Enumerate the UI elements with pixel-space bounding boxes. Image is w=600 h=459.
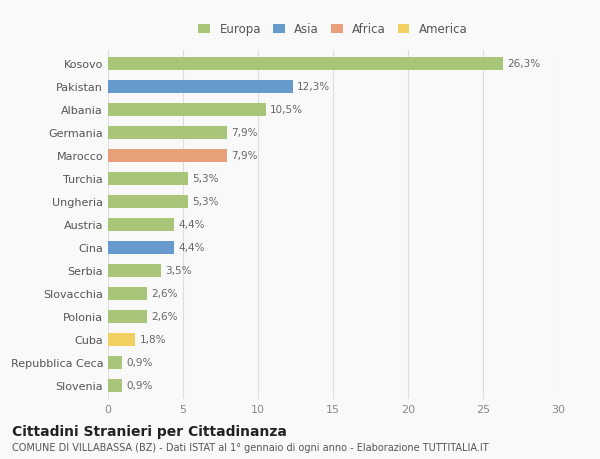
Bar [108, 173, 187, 185]
Bar [108, 287, 147, 300]
Text: 0,9%: 0,9% [126, 381, 152, 391]
Bar [108, 218, 174, 231]
Text: 12,3%: 12,3% [297, 82, 330, 92]
Text: Cittadini Stranieri per Cittadinanza: Cittadini Stranieri per Cittadinanza [12, 425, 287, 438]
Text: 0,9%: 0,9% [126, 358, 152, 368]
Text: 2,6%: 2,6% [151, 312, 178, 322]
Text: 2,6%: 2,6% [151, 289, 178, 299]
Text: 5,3%: 5,3% [192, 174, 218, 184]
Bar [108, 196, 187, 208]
Bar [108, 333, 135, 346]
Bar [108, 310, 147, 323]
Text: 7,9%: 7,9% [231, 151, 257, 161]
Text: 7,9%: 7,9% [231, 128, 257, 138]
Text: COMUNE DI VILLABASSA (BZ) - Dati ISTAT al 1° gennaio di ogni anno - Elaborazione: COMUNE DI VILLABASSA (BZ) - Dati ISTAT a… [12, 442, 488, 452]
Text: 3,5%: 3,5% [165, 266, 191, 276]
Bar [108, 356, 121, 369]
Bar [108, 58, 503, 71]
Bar [108, 264, 161, 277]
Text: 5,3%: 5,3% [192, 197, 218, 207]
Legend: Europa, Asia, Africa, America: Europa, Asia, Africa, America [194, 19, 472, 41]
Text: 26,3%: 26,3% [507, 59, 540, 69]
Bar [108, 127, 227, 140]
Bar [108, 241, 174, 254]
Text: 4,4%: 4,4% [179, 220, 205, 230]
Bar [108, 104, 265, 117]
Text: 1,8%: 1,8% [139, 335, 166, 345]
Bar [108, 81, 293, 94]
Bar [108, 150, 227, 162]
Text: 10,5%: 10,5% [270, 105, 303, 115]
Bar [108, 379, 121, 392]
Text: 4,4%: 4,4% [179, 243, 205, 253]
